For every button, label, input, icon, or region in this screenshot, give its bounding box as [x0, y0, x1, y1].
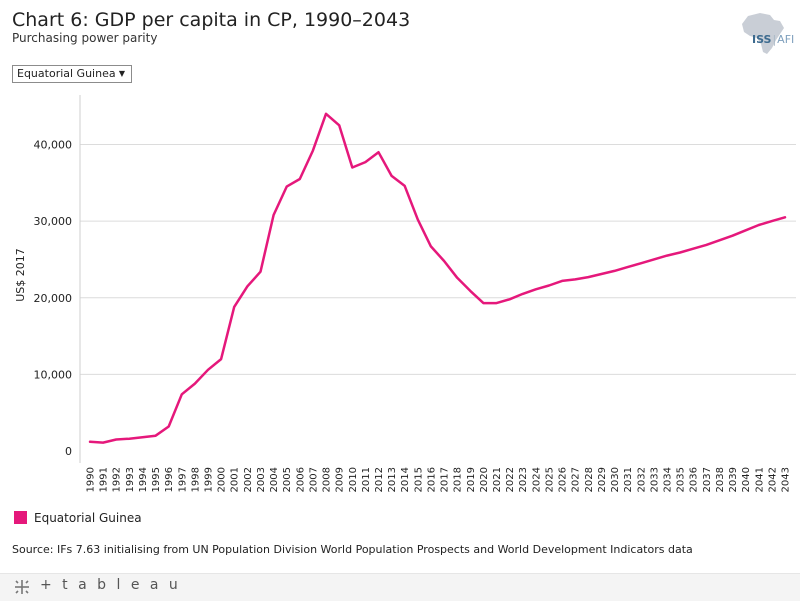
legend-swatch [14, 511, 27, 524]
chart-subtitle: Purchasing power parity [12, 31, 158, 45]
x-tick-label: 2043 [781, 467, 792, 492]
x-tick-label: 2012 [374, 467, 385, 492]
series-line [88, 112, 787, 444]
y-tick-label: 10,000 [34, 368, 73, 381]
x-tick-label: 1999 [204, 467, 215, 492]
x-tick-label: 2025 [544, 467, 555, 492]
x-tick-label: 2023 [518, 467, 529, 492]
x-tick-label: 2010 [348, 467, 359, 492]
x-tick-label: 2015 [413, 467, 424, 492]
x-tick-label: 1996 [164, 467, 175, 492]
y-tick-label: 20,000 [34, 292, 73, 305]
x-tick-label: 2027 [571, 467, 582, 492]
x-tick-label: 1998 [190, 467, 201, 492]
x-tick-label: 2042 [767, 467, 778, 492]
x-tick-label: 2035 [676, 467, 687, 492]
y-tick-label: 30,000 [34, 215, 73, 228]
legend-label: Equatorial Guinea [34, 511, 142, 525]
tableau-footer: + t a b l e a u [0, 573, 800, 601]
x-tick-label: 2019 [466, 467, 477, 492]
x-tick-label: 1994 [138, 467, 149, 492]
country-filter-dropdown[interactable]: Equatorial Guinea ▼ [12, 65, 132, 83]
x-tick-label: 2038 [715, 467, 726, 492]
tableau-logo-icon [15, 580, 29, 594]
x-tick-label: 2026 [558, 467, 569, 492]
x-tick-label: 2031 [623, 467, 634, 492]
source-note: Source: IFs 7.63 initialising from UN Po… [12, 543, 693, 556]
x-tick-label: 2036 [689, 467, 700, 492]
series [88, 112, 787, 444]
x-tick-label: 2029 [597, 467, 608, 492]
x-tick-label: 2000 [217, 467, 228, 492]
x-tick-label: 2008 [322, 467, 333, 492]
x-tick-label: 2001 [230, 467, 241, 492]
x-tick-label: 2020 [479, 467, 490, 492]
x-tick-label: 2009 [335, 467, 346, 492]
x-tick-label: 2016 [426, 467, 437, 492]
chevron-down-icon: ▼ [118, 69, 125, 78]
x-tick-label: 1995 [151, 467, 162, 492]
africa-map-logo-icon [742, 13, 784, 54]
x-tick-label: 2034 [662, 467, 673, 492]
country-filter-value: Equatorial Guinea [17, 67, 116, 80]
x-tick-label: 2021 [492, 467, 503, 492]
x-tick-label: 2030 [610, 467, 621, 492]
y-axis: 0 10,000 20,000 30,000 40,000 [34, 95, 81, 463]
x-tick-label: 2028 [584, 467, 595, 492]
tableau-wordmark: + t a b l e a u [40, 577, 181, 593]
x-tick-label: 2017 [440, 467, 451, 492]
x-tick-label: 1993 [125, 467, 136, 492]
x-tick-label: 2040 [741, 467, 752, 492]
iss-afi-logo: ISS|AFI [752, 33, 795, 46]
x-tick-label: 1991 [99, 467, 110, 492]
x-tick-label: 2014 [400, 467, 411, 492]
x-axis: 1990 1991 1992 1993 1994 1995 1996 1997 1998 1999… [86, 467, 792, 492]
x-tick-label: 1990 [86, 467, 97, 492]
x-tick-label: 2041 [754, 467, 765, 492]
x-tick-label: 2033 [649, 467, 660, 492]
x-tick-label: 2018 [453, 467, 464, 492]
x-tick-label: 2004 [269, 467, 280, 492]
x-tick-label: 2022 [505, 467, 516, 492]
x-tick-label: 2002 [243, 467, 254, 492]
x-tick-label: 2003 [256, 467, 267, 492]
x-tick-label: 2013 [387, 467, 398, 492]
x-tick-label: 2024 [531, 467, 542, 492]
x-tick-label: 2006 [295, 467, 306, 492]
x-tick-label: 2032 [636, 467, 647, 492]
grid-lines [80, 144, 796, 375]
x-tick-label: 2037 [702, 467, 713, 492]
y-tick-label: 40,000 [34, 139, 73, 152]
chart-title: Chart 6: GDP per capita in CP, 1990–2043 [12, 9, 411, 31]
y-axis-label: US$ 2017 [14, 248, 27, 302]
x-tick-label: 1992 [112, 467, 123, 492]
y-tick-label: 0 [65, 445, 72, 458]
x-tick-label: 2011 [361, 467, 372, 492]
x-tick-label: 2007 [308, 467, 319, 492]
x-tick-label: 2005 [282, 467, 293, 492]
x-tick-label: 2039 [728, 467, 739, 492]
x-tick-label: 1997 [177, 467, 188, 492]
